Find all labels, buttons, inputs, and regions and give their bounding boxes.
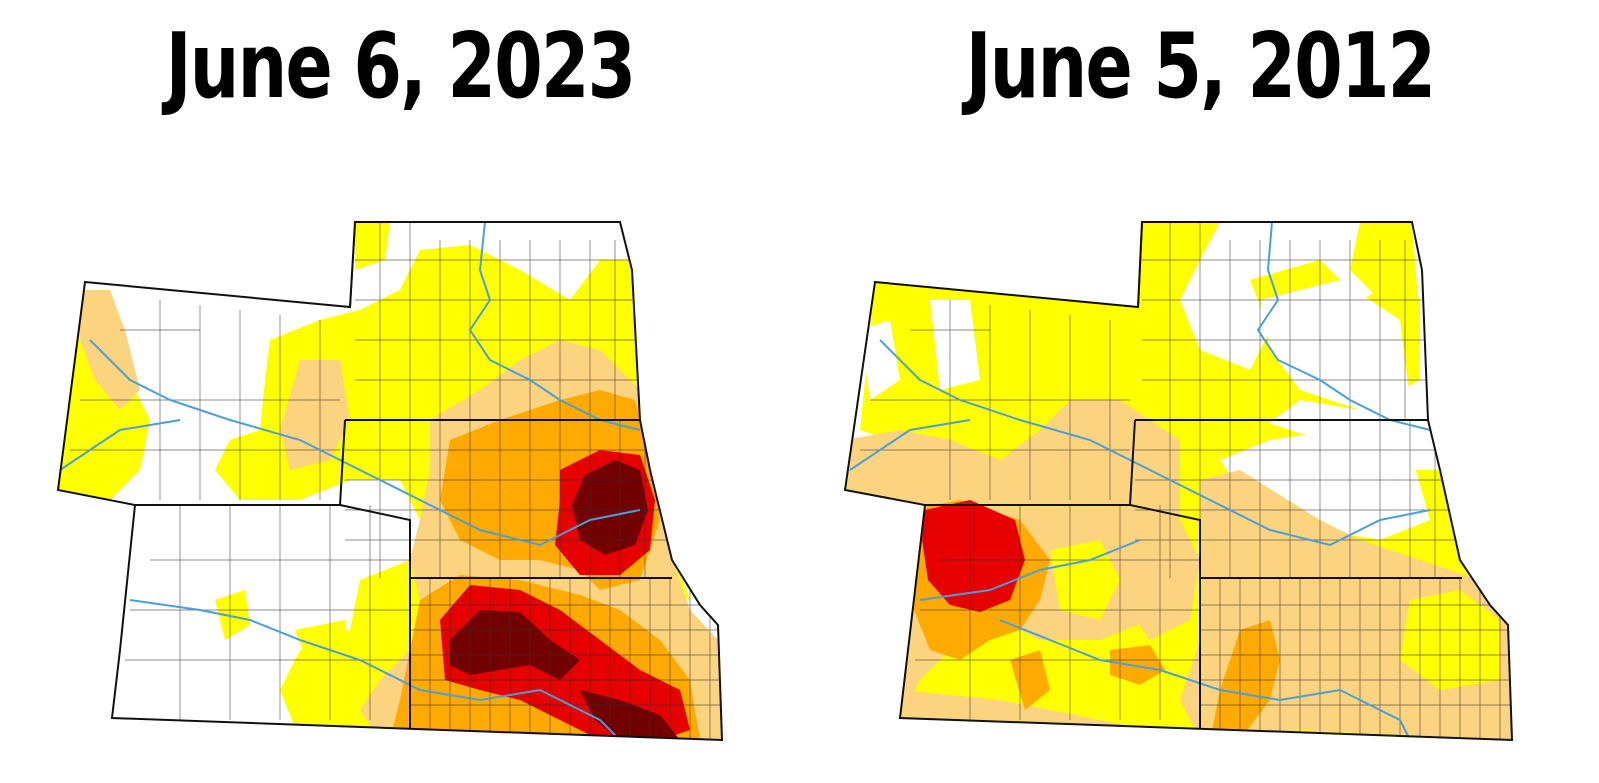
drought-map-2023 xyxy=(56,221,724,742)
drought-map-2012 xyxy=(843,221,1514,742)
map-title-2012: June 5, 2012 xyxy=(965,14,1437,119)
map-panel-2012: June 5, 2012 xyxy=(800,0,1599,783)
map-panel-2023: June 6, 2023 xyxy=(56,14,724,742)
map-title-2023: June 6, 2023 xyxy=(165,14,637,119)
